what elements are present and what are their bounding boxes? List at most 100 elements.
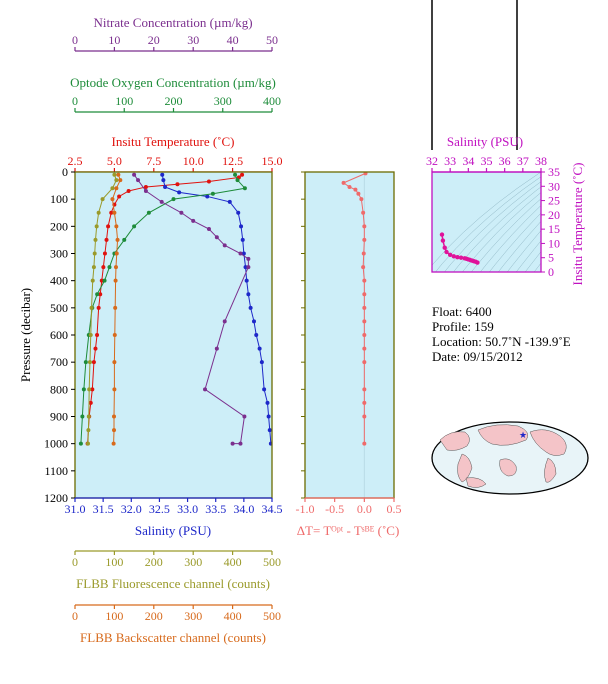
delta-series-point [362,441,367,446]
backscatter-series-point [115,237,120,242]
salinity-axis-label: Salinity (PSU) [135,523,211,538]
fluorescence-axis-tick-label: 400 [224,555,242,569]
salinity-series-point [259,360,264,365]
temperature-axis-label: Insitu Temperature (˚C) [111,134,234,149]
temperature-series-point [104,237,109,242]
temperature-axis-tick-label: 12.5 [222,154,243,168]
salinity-series-point [239,224,244,229]
profile-number: Profile: 159 [432,319,494,334]
delta-series-point [362,387,367,392]
density-contour [524,251,541,272]
backscatter-axis-tick-label: 300 [184,609,202,623]
pressure-tick-label: 100 [50,192,68,206]
temperature-series-point [102,251,107,256]
density-contour [461,192,541,272]
backscatter-series-point [114,251,119,256]
location: Location: 50.7˚N -139.9˚E [432,334,571,349]
density-contour [533,262,541,272]
fluorescence-axis-label: FLBB Fluorescence channel (counts) [76,576,270,591]
temperature-series-point [88,400,93,405]
oxygen-series-point [81,387,86,392]
density-contour [515,240,541,272]
fluorescence-axis-tick-label: 100 [105,555,123,569]
oxygen-axis-tick-label: 200 [165,94,183,108]
oxygen-axis-tick-label: 100 [115,94,133,108]
delta-plot-area [305,172,394,498]
ts-temperature-tick-label: 0 [548,265,554,279]
ts-series-point [475,260,480,265]
oxygen-series-point [83,360,88,365]
fluorescence-series-point [86,441,91,446]
delta-series-point [362,224,367,229]
oxygen-axis-tick-label: 300 [214,94,232,108]
temperature-axis-tick-label: 7.5 [146,154,161,168]
density-contour [488,212,541,272]
delta-series-point [361,265,366,270]
temperature-series-point [117,194,122,199]
backscatter-series-point [114,224,119,229]
ts-salinity-axis: 32 33 34 35 36 37 38 [426,154,547,173]
fluorescence-series-point [88,333,93,337]
ts-temperature-tick-label: 25 [548,194,560,208]
delta-series-point [361,210,366,215]
pressure-tick-label: 500 [50,301,68,315]
ts-series-point [458,255,464,260]
nitrate-axis-tick-label: 0 [72,33,78,47]
fluorescence-axis-tick-label: 300 [184,555,202,569]
oxygen-series-point [233,172,238,177]
backscatter-axis-tick-label: 400 [224,609,242,623]
oxygen-series-point [102,278,107,283]
nitrate-axis-label: Nitrate Concentration (µm/kg) [93,15,252,30]
oxygen-series-point [242,186,247,191]
density-contour [452,186,541,272]
ts-salinity-axis-tick-label: 34 [462,154,474,168]
fluorescence-series-point [93,237,98,242]
ts-salinity-axis-label: Salinity (PSU) [447,134,523,149]
fluorescence-series-point [94,224,99,229]
fluorescence-series-point [87,387,92,392]
oxygen-series-point [210,191,215,196]
nitrate-series-point [246,265,251,270]
ts-series-point [444,249,449,255]
fluorescence-series-point [91,265,96,270]
salinity-series-point [267,428,272,433]
salinity-axis-tick-label: 31.0 [65,502,86,516]
temperature-series-point [109,210,114,215]
delta-series-point [356,191,361,196]
ts-temperature-tick-label: 35 [548,165,560,179]
nitrate-series-point [222,319,227,324]
ts-series-point [442,245,447,250]
delta-series-point [362,292,367,297]
temperature-series-point [98,292,103,297]
nitrate-series-point [222,243,227,248]
ts-temperature-tick-label: 15 [548,222,560,236]
backscatter-series-point [113,305,118,310]
delta-series-point [362,237,367,242]
salinity-series-point [241,251,246,256]
backscatter-series-point [112,210,117,215]
ts-salinity-axis-tick-label: 32 [426,154,438,168]
salinity-axis-tick-label: 34.5 [262,502,283,516]
pressure-axis: 0 100 200 300 400 500 600 700 800 900 1000 1100 1200 [44,165,305,505]
salinity-axis-tick-label: 31.5 [93,502,114,516]
ts-salinity-axis-tick-label: 35 [481,154,493,168]
salinity-axis-tick-label: 32.0 [121,502,142,516]
pressure-tick-label: 1200 [44,491,68,505]
ts-temperature-tick-label: 5 [548,251,554,265]
nitrate-series-point [238,441,243,446]
nitrate-series-point [230,441,235,446]
fluorescence-series-point [90,278,95,283]
backscatter-series-point [113,278,118,283]
temperature-series-point [206,179,211,184]
pressure-tick-label: 0 [62,165,68,179]
salinity-series-point [236,210,241,215]
nitrate-axis: 0 10 20 30 40 50 [72,33,278,52]
temperature-series-point [96,305,101,310]
density-contour [506,230,541,272]
nitrate-axis-tick-label: 10 [108,33,120,47]
oxygen-series-line [80,174,246,444]
temperature-axis-tick-label: 15.0 [262,154,283,168]
pressure-tick-label: 800 [50,382,68,396]
salinity-series-point [246,292,251,297]
